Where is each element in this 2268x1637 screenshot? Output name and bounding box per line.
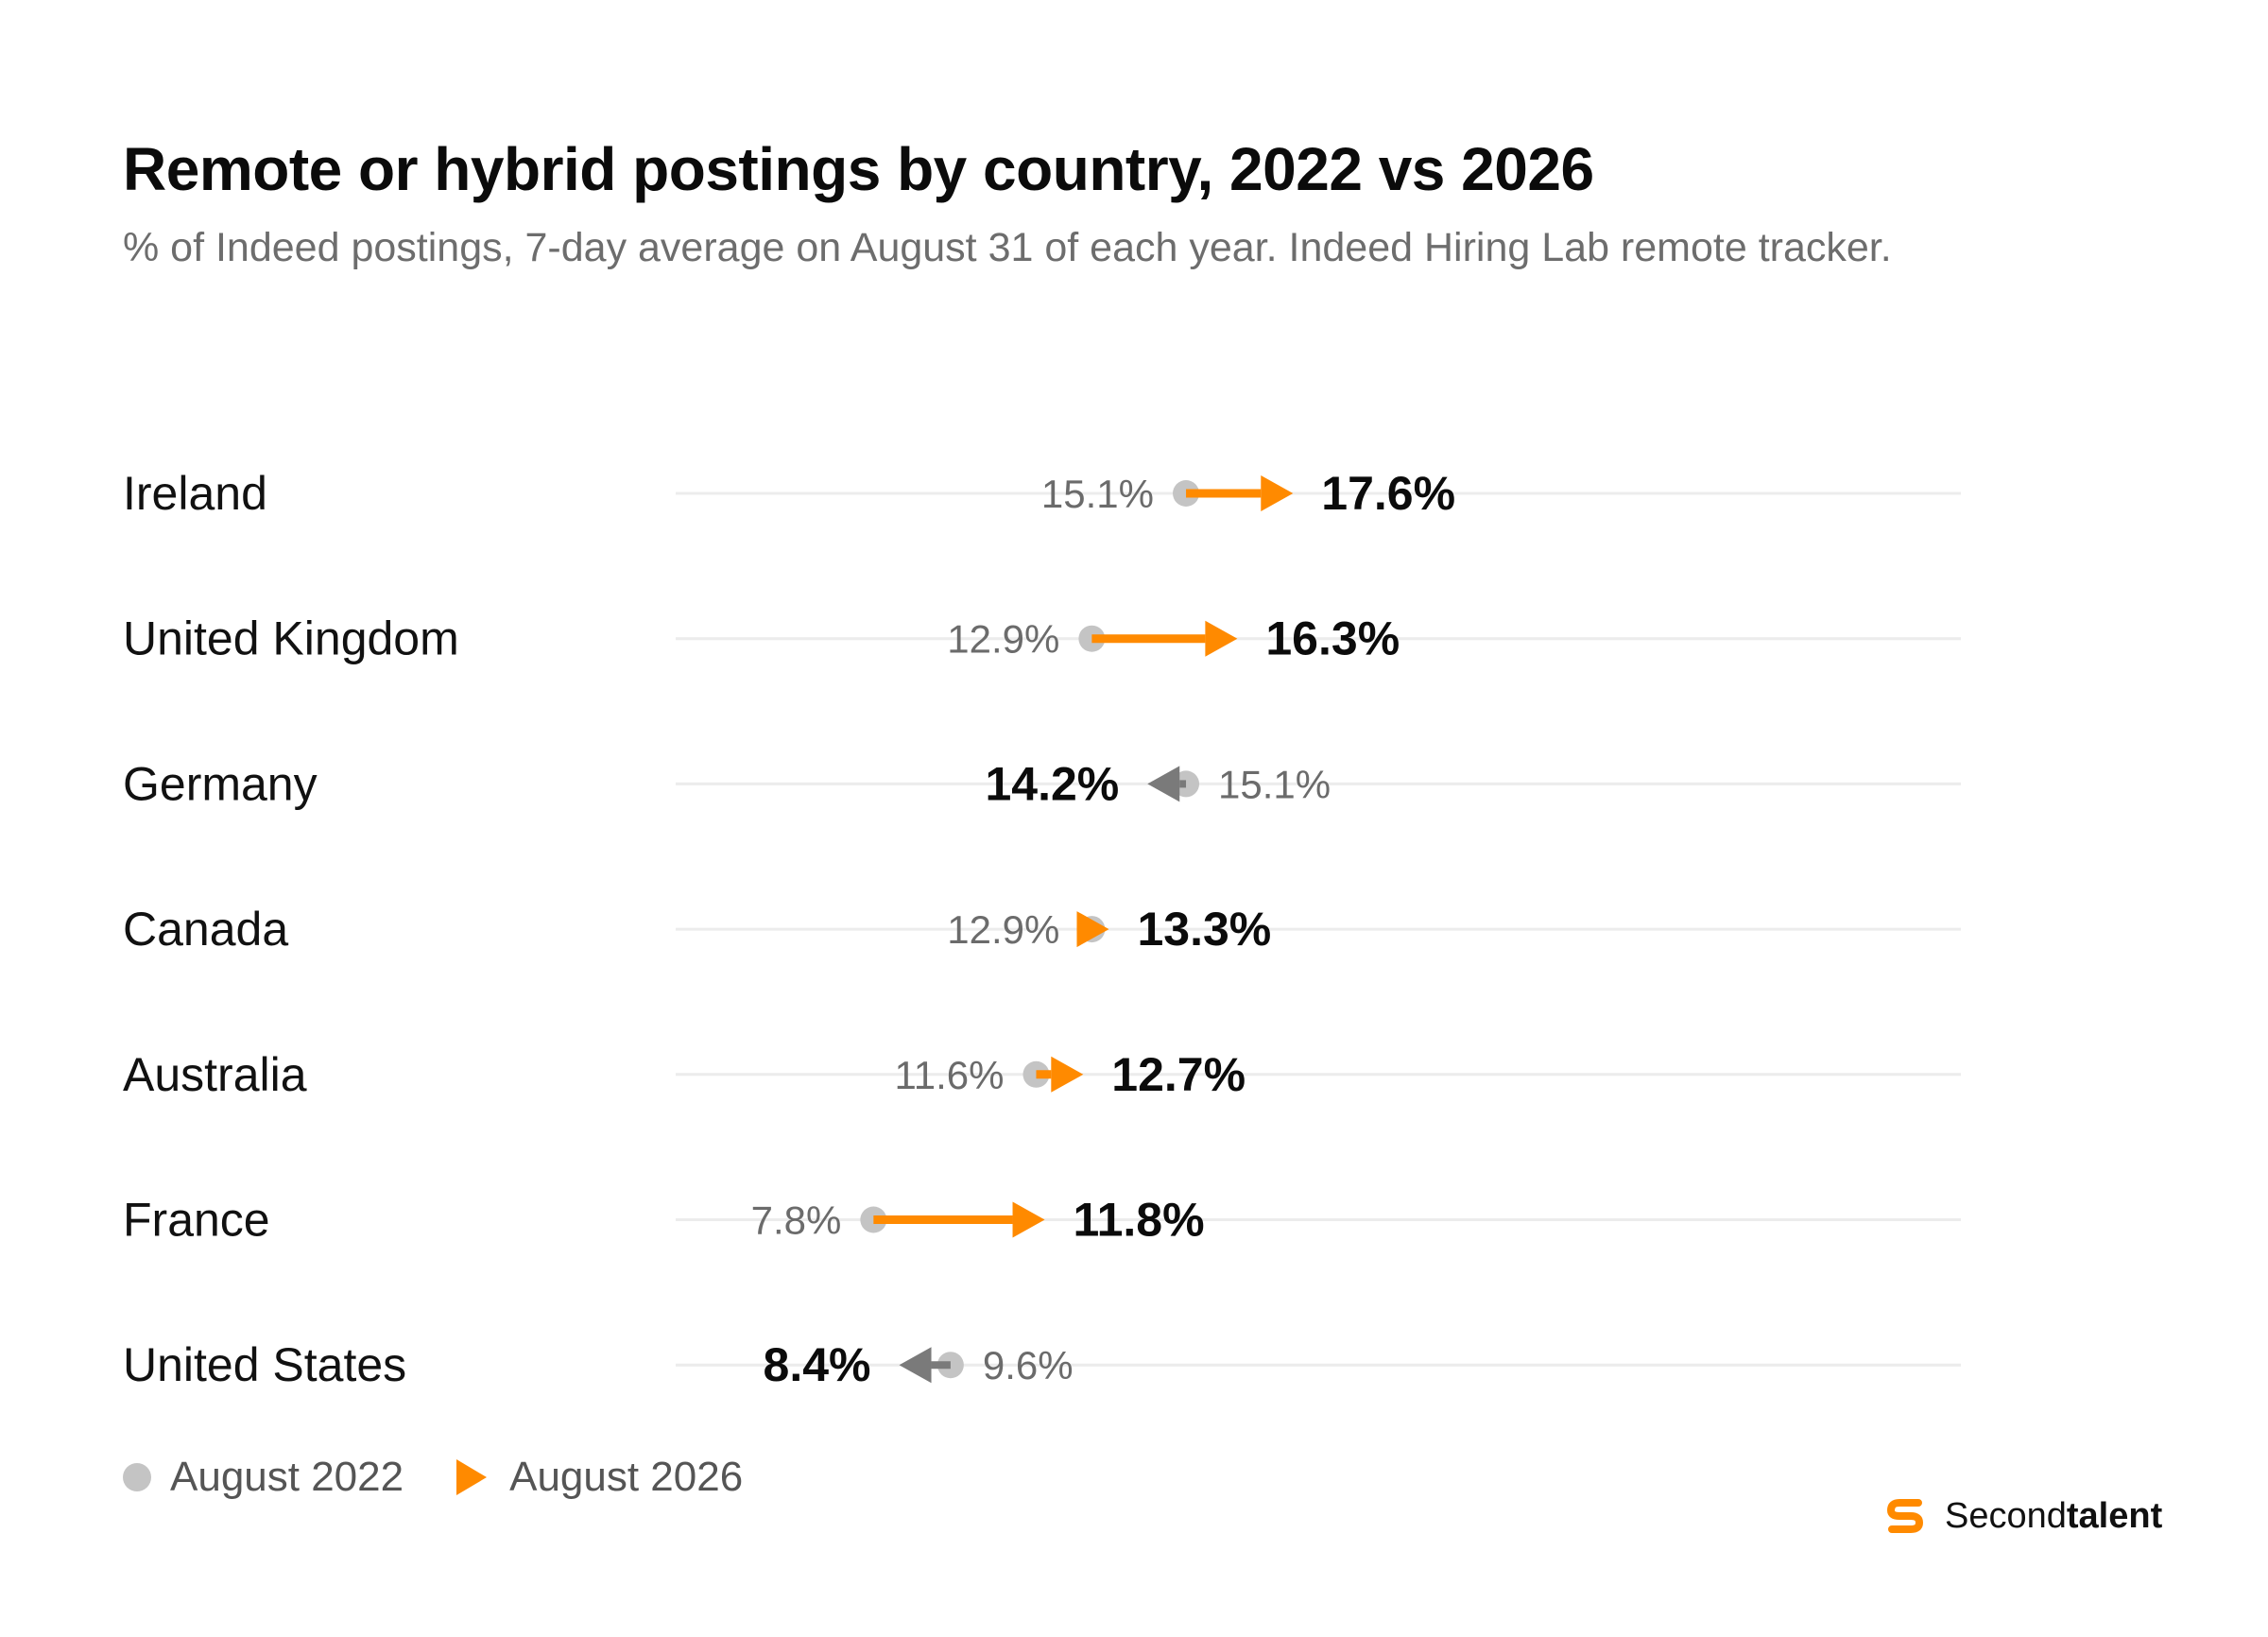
value-label-2022-germany: 15.1% [1218, 762, 1331, 806]
value-label-2022-france: 7.8% [751, 1198, 842, 1243]
brand-name-regular: Second [1945, 1495, 2067, 1536]
country-label-united-states: United States [123, 1338, 406, 1391]
value-label-2026-australia: 12.7% [1111, 1048, 1246, 1101]
value-label-2026-ireland: 17.6% [1321, 467, 1455, 520]
value-label-2026-france: 11.8% [1074, 1194, 1205, 1247]
arrow-2026-united-states [899, 1347, 932, 1384]
country-label-ireland: Ireland [123, 467, 267, 520]
value-label-2022-ireland: 15.1% [1041, 472, 1154, 516]
value-label-2026-canada: 13.3% [1137, 903, 1271, 956]
value-label-2026-united-kingdom: 16.3% [1265, 612, 1400, 665]
arrow-2026-germany [1147, 766, 1180, 802]
arrow-2026-australia [1051, 1056, 1084, 1093]
triangle-icon [456, 1459, 488, 1495]
country-label-france: France [123, 1194, 270, 1247]
legend: August 2022 August 2026 [123, 1454, 796, 1501]
brand-logo: Secondtalent [1881, 1491, 2162, 1541]
value-label-2022-australia: 11.6% [894, 1053, 1004, 1097]
value-label-2026-united-states: 8.4% [764, 1338, 871, 1391]
country-label-germany: Germany [123, 757, 318, 810]
brand-name-bold: talent [2066, 1495, 2163, 1536]
arrow-2026-united-kingdom [1205, 620, 1238, 657]
value-label-2022-united-kingdom: 12.9% [947, 617, 1059, 662]
value-label-2022-united-states: 9.6% [983, 1343, 1074, 1387]
legend-item-2026: August 2026 [456, 1454, 743, 1501]
legend-label-2026: August 2026 [509, 1454, 744, 1500]
legend-label-2022: August 2022 [170, 1454, 404, 1500]
country-label-australia: Australia [123, 1048, 307, 1101]
country-label-united-kingdom: United Kingdom [123, 612, 459, 665]
legend-item-2022: August 2022 [123, 1454, 404, 1501]
arrow-2026-ireland [1261, 475, 1294, 511]
secondtalent-logo-icon [1887, 1499, 1923, 1533]
arrow-2026-canada [1076, 911, 1109, 948]
country-label-canada: Canada [123, 903, 288, 956]
chart-title: Remote or hybrid postings by country, 20… [123, 135, 1594, 203]
value-label-2022-canada: 12.9% [947, 907, 1059, 952]
chart-subtitle: % of Indeed postings, 7-day average on A… [123, 225, 1892, 270]
arrow-2026-france [1012, 1201, 1045, 1238]
brand-name: Secondtalent [1945, 1496, 2162, 1537]
value-label-2026-germany: 14.2% [985, 757, 1119, 810]
circle-icon [123, 1463, 151, 1491]
